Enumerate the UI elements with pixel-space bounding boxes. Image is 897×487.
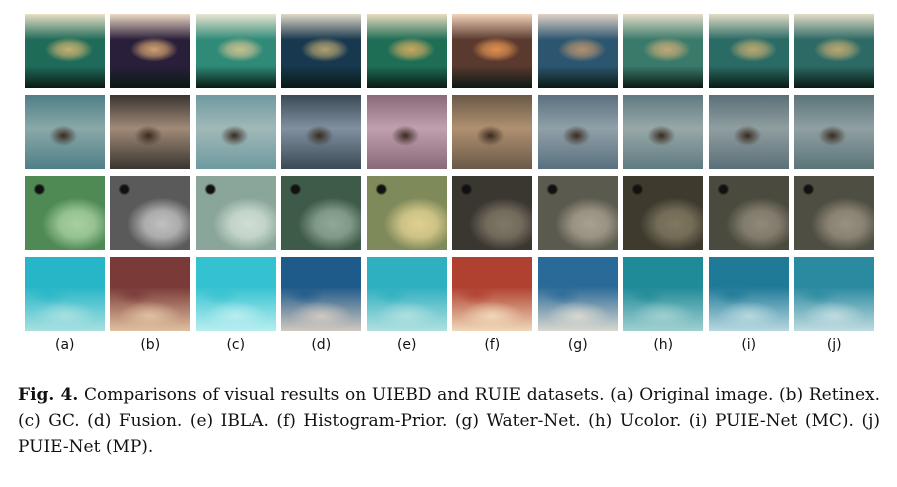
image-cell [108,91,194,172]
panel-label: (g) [567,337,588,353]
image-cell [621,91,707,172]
result-image-rock [537,175,618,250]
caption-text: Comparisons of visual results on UIEBD a… [18,385,881,457]
image-cell [535,10,621,91]
result-image-sand [24,256,105,331]
result-image-rock [24,175,105,250]
panel-label: (e) [396,337,417,353]
image-cell [706,10,792,91]
result-image-rock [794,175,875,250]
result-image-rock [623,175,704,250]
image-cell [193,10,279,91]
image-cell [792,172,878,253]
result-image-rock [366,175,447,250]
result-image-rock [281,175,362,250]
image-cell [706,253,792,334]
panel-label: (j) [826,337,842,353]
image-cell [792,10,878,91]
panel-label-row: (a) (b) (c) (d) (e) (f) (g) (h) (i) (j) [22,337,877,353]
result-image-turtle [537,13,618,88]
image-cell [450,10,536,91]
image-cell [279,172,365,253]
image-cell [792,91,878,172]
image-cell [535,172,621,253]
image-cell [279,91,365,172]
result-image-reef [24,94,105,169]
image-cell [450,91,536,172]
panel-label: (b) [140,337,161,353]
result-image-sand [708,256,789,331]
result-image-turtle [452,13,533,88]
image-cell [621,253,707,334]
figure-label: Fig. 4. [18,385,79,405]
image-cell [22,253,108,334]
result-image-sand [452,256,533,331]
panel-label: (c) [226,337,246,353]
image-cell [108,172,194,253]
image-cell [792,253,878,334]
result-image-sand [366,256,447,331]
panel-label: (f) [484,337,501,353]
image-cell [706,91,792,172]
panel-label: (h) [653,337,674,353]
image-cell [450,253,536,334]
image-cell [193,253,279,334]
result-image-sand [195,256,276,331]
result-image-sand [537,256,618,331]
image-cell [22,172,108,253]
image-cell [22,10,108,91]
result-image-turtle [623,13,704,88]
figure-caption: Fig. 4. Comparisons of visual results on… [18,382,880,460]
panel-label: (i) [741,337,757,353]
result-image-turtle [110,13,191,88]
result-image-reef [195,94,276,169]
result-image-reef [623,94,704,169]
panel-label: (a) [54,337,75,353]
image-cell [364,172,450,253]
result-image-rock [452,175,533,250]
image-cell [535,91,621,172]
image-cell [22,91,108,172]
result-image-reef [281,94,362,169]
result-image-sand [110,256,191,331]
image-cell [706,172,792,253]
image-cell [108,10,194,91]
image-cell [193,172,279,253]
result-image-sand [623,256,704,331]
image-cell [279,253,365,334]
result-image-turtle [366,13,447,88]
result-image-sand [281,256,362,331]
result-image-reef [537,94,618,169]
result-image-rock [195,175,276,250]
image-cell [193,91,279,172]
result-image-sand [794,256,875,331]
result-image-turtle [195,13,276,88]
result-image-reef [110,94,191,169]
image-cell [364,10,450,91]
result-image-reef [708,94,789,169]
result-image-reef [794,94,875,169]
image-cell [108,253,194,334]
image-cell [621,172,707,253]
image-cell [364,253,450,334]
result-image-turtle [281,13,362,88]
result-image-rock [110,175,191,250]
image-cell [450,172,536,253]
figure-panel-grid: (a) (b) (c) (d) (e) (f) (g) (h) (i) (j) [22,10,877,353]
result-image-turtle [24,13,105,88]
result-image-reef [366,94,447,169]
result-image-turtle [708,13,789,88]
result-image-turtle [794,13,875,88]
image-cell [535,253,621,334]
result-image-reef [452,94,533,169]
panel-label: (d) [311,337,332,353]
image-cell [364,91,450,172]
result-image-rock [708,175,789,250]
image-grid [22,10,877,334]
image-cell [279,10,365,91]
image-cell [621,10,707,91]
